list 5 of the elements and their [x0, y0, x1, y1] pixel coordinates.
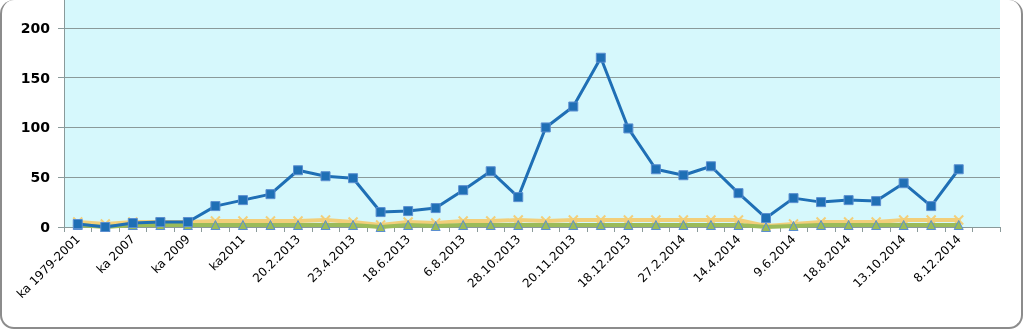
y-tick-label: 150	[20, 69, 51, 86]
y-tick-label: 200	[20, 19, 51, 36]
y-tick-label: 100	[20, 119, 51, 136]
y-tick-label: 0	[40, 219, 51, 235]
y-tick-label: 50	[30, 169, 51, 186]
